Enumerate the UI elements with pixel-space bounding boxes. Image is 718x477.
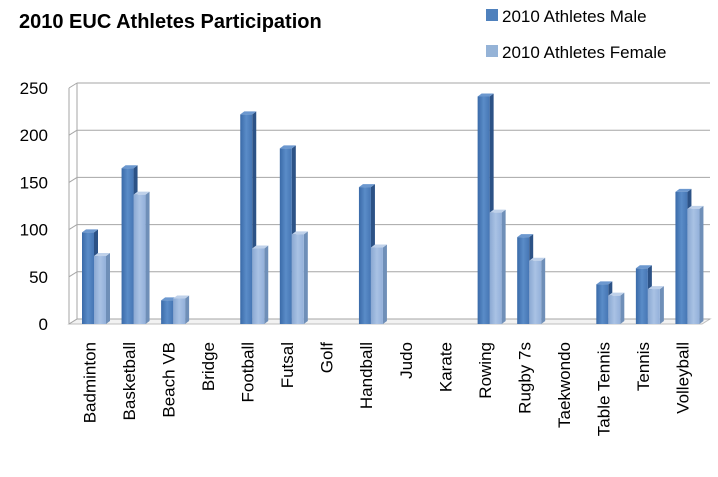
- x-tick-label: Rugby 7s: [515, 342, 534, 414]
- bar-top: [82, 229, 98, 233]
- bar-top: [489, 209, 506, 213]
- bar-top: [252, 245, 269, 249]
- bar-male: [635, 268, 648, 324]
- x-tick-label: Judo: [397, 342, 416, 379]
- back-wall: [77, 83, 710, 319]
- bar-male: [161, 300, 174, 324]
- gridline-diag: [68, 176, 78, 183]
- bar-side: [185, 295, 190, 324]
- bar-top: [477, 93, 494, 97]
- legend-label-male: 2010 Athletes Male: [502, 7, 647, 26]
- y-tick-label: 200: [20, 126, 48, 145]
- x-tick-label: Rowing: [476, 342, 495, 399]
- bar-top: [635, 265, 652, 269]
- y-tick-label: 50: [29, 268, 48, 287]
- gridline-diag: [68, 224, 78, 231]
- bar-top: [133, 191, 150, 195]
- bar-top: [291, 231, 308, 235]
- bar-top: [675, 188, 692, 192]
- x-tick-label: Futsal: [278, 342, 297, 388]
- x-tick-label: Basketball: [120, 342, 139, 420]
- bar-side: [382, 244, 387, 324]
- bar-side: [501, 209, 506, 324]
- bar-top: [94, 253, 110, 257]
- gridline-diag: [68, 129, 78, 136]
- bar-female: [608, 295, 621, 324]
- bar-side: [145, 191, 150, 324]
- gridline-diag: [68, 82, 78, 89]
- bar-male: [279, 148, 292, 324]
- chart-title: 2010 EUC Athletes Participation: [19, 11, 322, 33]
- y-tick-label: 100: [20, 221, 48, 240]
- legend-swatch-male: [486, 9, 498, 21]
- x-tick-label: Taekwondo: [555, 342, 574, 428]
- x-tick-label: Karate: [436, 342, 455, 392]
- x-tick-label: Volleyball: [674, 342, 693, 414]
- bar-male: [675, 191, 688, 324]
- bar-top: [173, 295, 190, 299]
- x-tick-label: Tennis: [634, 342, 653, 391]
- legend-label-female: 2010 Athletes Female: [502, 43, 666, 62]
- bar-top: [529, 257, 546, 261]
- bar-male: [121, 168, 134, 324]
- bar-side: [264, 245, 269, 324]
- x-tick-label: Handball: [357, 342, 376, 409]
- bar-female: [173, 298, 186, 324]
- y-tick-label: 0: [39, 315, 48, 334]
- plot-area: 0 50 100 150 200 250 Badminton Basketball Beach …: [20, 79, 712, 436]
- x-tick-label: Beach VB: [159, 342, 178, 418]
- x-tick-label: Badminton: [80, 342, 99, 423]
- bar-female: [529, 260, 542, 324]
- bar-top: [358, 184, 375, 188]
- bar-top: [608, 292, 625, 296]
- x-tick-label: Football: [239, 342, 258, 402]
- bar-female: [489, 212, 502, 324]
- bar-side: [699, 205, 704, 324]
- y-tick-label: 150: [20, 173, 48, 192]
- bar-female: [647, 289, 660, 324]
- bar-female: [370, 247, 383, 324]
- bar-top: [370, 244, 387, 248]
- bar-male: [517, 237, 530, 324]
- legend-swatch-female: [486, 45, 498, 57]
- bar-male: [240, 114, 253, 324]
- bar-side: [106, 253, 110, 324]
- gridline-diag: [68, 318, 78, 325]
- bar-top: [279, 145, 296, 149]
- bar-female: [291, 234, 304, 324]
- bar-male: [82, 232, 94, 324]
- bar-side: [659, 286, 664, 324]
- bar-side: [303, 231, 308, 324]
- x-tick-label: Table Tennis: [595, 342, 614, 436]
- bar-female: [252, 248, 265, 324]
- bar-male: [477, 96, 490, 324]
- bar-side: [541, 257, 546, 324]
- y-tick-label: 250: [20, 79, 48, 98]
- bar-top: [687, 205, 704, 209]
- legend: 2010 Athletes Male 2010 Athletes Female: [486, 7, 666, 62]
- bar-top: [240, 111, 257, 115]
- bar-top: [596, 281, 613, 285]
- gridline-diag: [68, 271, 78, 278]
- bar-female: [133, 194, 146, 324]
- bar-female: [94, 256, 106, 324]
- x-tick-label: Bridge: [199, 342, 218, 391]
- bar-top: [121, 165, 138, 169]
- bar-side: [620, 292, 625, 324]
- bar-top: [647, 286, 664, 290]
- bar-male: [596, 284, 609, 324]
- bar-female: [687, 208, 700, 324]
- bar-top: [517, 234, 534, 238]
- x-tick-label: Golf: [318, 342, 337, 373]
- bar-male: [358, 187, 371, 324]
